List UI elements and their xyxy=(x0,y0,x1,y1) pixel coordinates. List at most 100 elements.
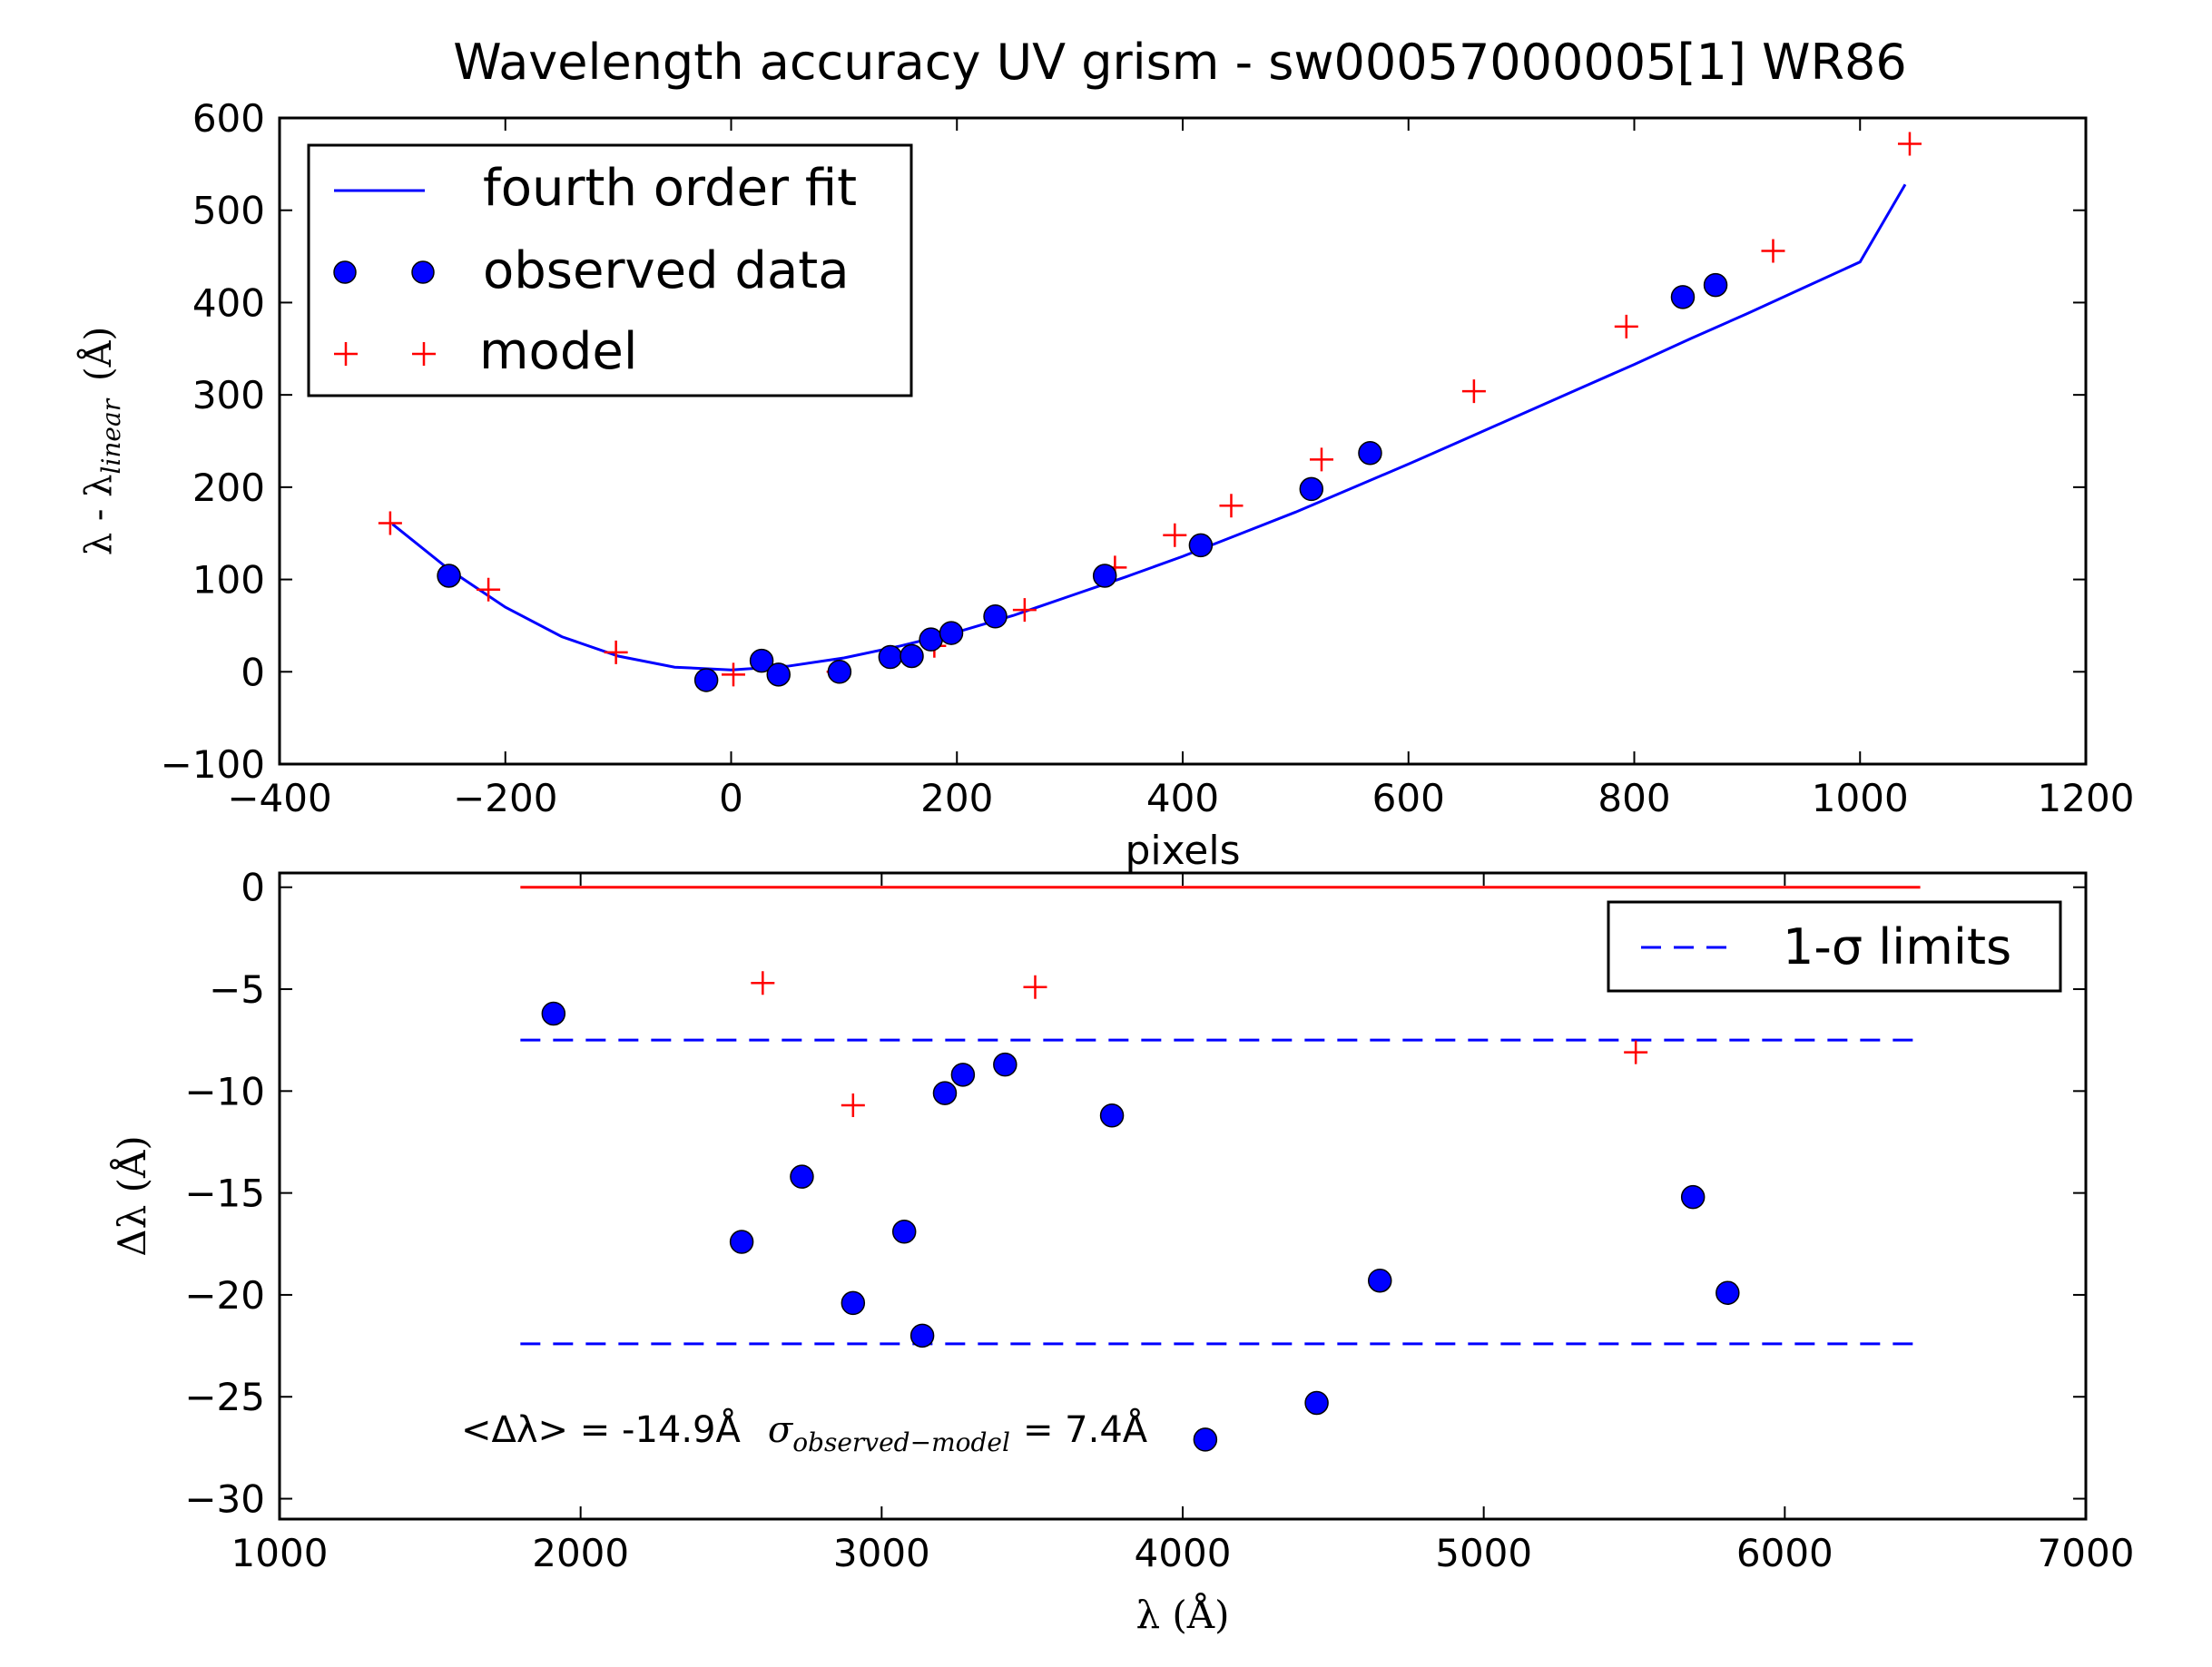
model-plus-point xyxy=(1761,239,1785,263)
bottom-x-tick-label: 4000 xyxy=(1135,1531,1232,1575)
top-y-tick-label: 600 xyxy=(192,96,265,141)
top-y-tick-label: −100 xyxy=(161,742,265,787)
top-y-tick-label: 300 xyxy=(192,373,265,417)
observed-data-point xyxy=(749,648,774,673)
bottom-x-tick-label: 6000 xyxy=(1736,1531,1834,1575)
top-x-tick-label: 1000 xyxy=(1812,776,1909,820)
bottom-y-tick-label: 0 xyxy=(241,866,265,910)
model-plus-point xyxy=(1614,314,1638,338)
bottom-chart-legend: 1-σ limits xyxy=(1607,900,2062,993)
bottom-x-tick-label: 3000 xyxy=(833,1531,930,1575)
observed-data-point xyxy=(1193,1427,1218,1452)
annotation-mean: <Δλ> = -14.9Å xyxy=(461,1407,742,1451)
observed-data-point xyxy=(1099,1103,1125,1128)
bottom-x-tick-label: 5000 xyxy=(1435,1531,1532,1575)
bottom-chart-ticks: 1000 2000 3000 4000 5000 6000 7000 0 −5 −10 −15 −20… xyxy=(184,866,2134,1575)
observed-data-point xyxy=(1680,1184,1706,1210)
observed-data-point xyxy=(1188,533,1214,558)
top-x-tick-label: 0 xyxy=(719,776,743,820)
top-y-tick-label: 0 xyxy=(241,650,265,694)
top-y-tick-label: 200 xyxy=(192,466,265,510)
observed-data-point xyxy=(900,643,924,669)
bottom-x-tick-label: 1000 xyxy=(231,1531,329,1575)
legend-model-label: model xyxy=(479,322,637,381)
observed-data-point xyxy=(1299,476,1324,502)
model-plus-point xyxy=(1219,494,1244,518)
top-x-tick-label: 1200 xyxy=(2038,776,2135,820)
model-plus-point xyxy=(1163,523,1187,547)
fit-curve-line xyxy=(391,183,1907,672)
model-plus-point xyxy=(1897,132,1922,156)
observed-data-point xyxy=(541,1001,566,1026)
observed-data-point xyxy=(939,621,964,645)
top-x-tick-label: 400 xyxy=(1146,776,1219,820)
top-x-tick-label: 600 xyxy=(1372,776,1445,820)
bottom-x-tick-label: 7000 xyxy=(2038,1531,2135,1575)
legend-observed-marker-icon xyxy=(411,260,435,284)
observed-data-point xyxy=(909,1323,935,1348)
model-plus-point xyxy=(1309,447,1333,472)
legend-model-plus-icon xyxy=(412,342,436,366)
bottom-y-tick-label: −20 xyxy=(184,1273,265,1318)
observed-data-point xyxy=(1358,440,1382,466)
observed-data-point xyxy=(437,564,461,588)
observed-data-point xyxy=(1304,1390,1329,1416)
model-plus-point xyxy=(604,640,628,664)
top-y-tick-label: 400 xyxy=(192,280,265,325)
annotation-sigma: σ xyxy=(768,1409,794,1451)
model-plus-point xyxy=(841,1093,865,1118)
model-plus-point xyxy=(477,577,501,602)
model-plus-point xyxy=(1624,1040,1648,1064)
top-chart-ticks: −400 −200 0 200 400 600 800 1000 1200 −100 0 100 200… xyxy=(161,96,2135,820)
top-chart-title: Wavelength accuracy UV grism - sw0005700… xyxy=(453,34,1906,91)
observed-data-point xyxy=(827,660,852,684)
top-chart-ylabel-subscript: linear xyxy=(96,397,126,474)
top-x-tick-label: −400 xyxy=(227,776,331,820)
legend-model-plus-icon xyxy=(334,342,358,366)
model-plus-point xyxy=(1023,975,1047,999)
top-chart-frame xyxy=(278,116,2088,766)
legend-sigma-label: 1-σ limits xyxy=(1783,918,2011,976)
observed-data-point xyxy=(729,1230,754,1254)
observed-data-point xyxy=(766,662,791,687)
observed-data-point xyxy=(993,1052,1018,1077)
top-chart-plot-area xyxy=(378,132,1922,692)
bottom-chart-annotation: <Δλ> = -14.9Å σobserved−model = 7.4Å xyxy=(461,1407,1148,1457)
bottom-chart-plot-area xyxy=(520,886,1921,1452)
top-x-tick-label: −200 xyxy=(453,776,557,820)
observed-data-point xyxy=(1703,272,1728,298)
bottom-x-tick-label: 2000 xyxy=(532,1531,629,1575)
annotation-sigma-subscript: observed−model xyxy=(792,1427,1010,1457)
top-y-tick-label: 100 xyxy=(192,558,265,603)
legend-observed-marker-icon xyxy=(333,260,357,284)
model-plus-point xyxy=(378,511,402,535)
svg-text:λ - λlinear(Å): λ - λlinear (Å) xyxy=(77,327,126,555)
observed-data-point xyxy=(1092,564,1117,588)
bottom-chart-xlabel: λ (Å) xyxy=(1135,1592,1229,1637)
observed-data-point xyxy=(841,1290,866,1316)
top-x-tick-label: 800 xyxy=(1598,776,1670,820)
observed-data-point xyxy=(932,1081,958,1105)
bottom-y-tick-label: −25 xyxy=(184,1375,265,1419)
model-plus-point xyxy=(1461,379,1486,404)
observed-data-point xyxy=(919,627,943,652)
observed-data-point xyxy=(1716,1280,1740,1305)
top-chart-xlabel: pixels xyxy=(1125,828,1240,874)
top-chart-legend: fourth order fit observed data model xyxy=(307,143,913,397)
observed-data-point xyxy=(950,1063,976,1087)
observed-data-point xyxy=(693,668,719,692)
observed-data-point xyxy=(983,604,1008,629)
bottom-y-tick-label: −15 xyxy=(184,1172,265,1216)
observed-data-point xyxy=(1367,1268,1392,1293)
top-x-tick-label: 200 xyxy=(920,776,993,820)
bottom-chart-ylabel: Δλ (Å) xyxy=(109,1135,154,1256)
observed-data-point xyxy=(1670,285,1696,309)
top-chart-ylabel: λ - λlinear (Å) xyxy=(77,327,126,555)
legend-fit-label: fourth order fit xyxy=(483,159,857,218)
observed-data-point xyxy=(891,1220,917,1244)
model-plus-point xyxy=(721,662,745,687)
top-y-tick-label: 500 xyxy=(192,189,265,233)
model-plus-point xyxy=(1012,598,1037,623)
bottom-y-tick-label: −30 xyxy=(184,1477,265,1522)
